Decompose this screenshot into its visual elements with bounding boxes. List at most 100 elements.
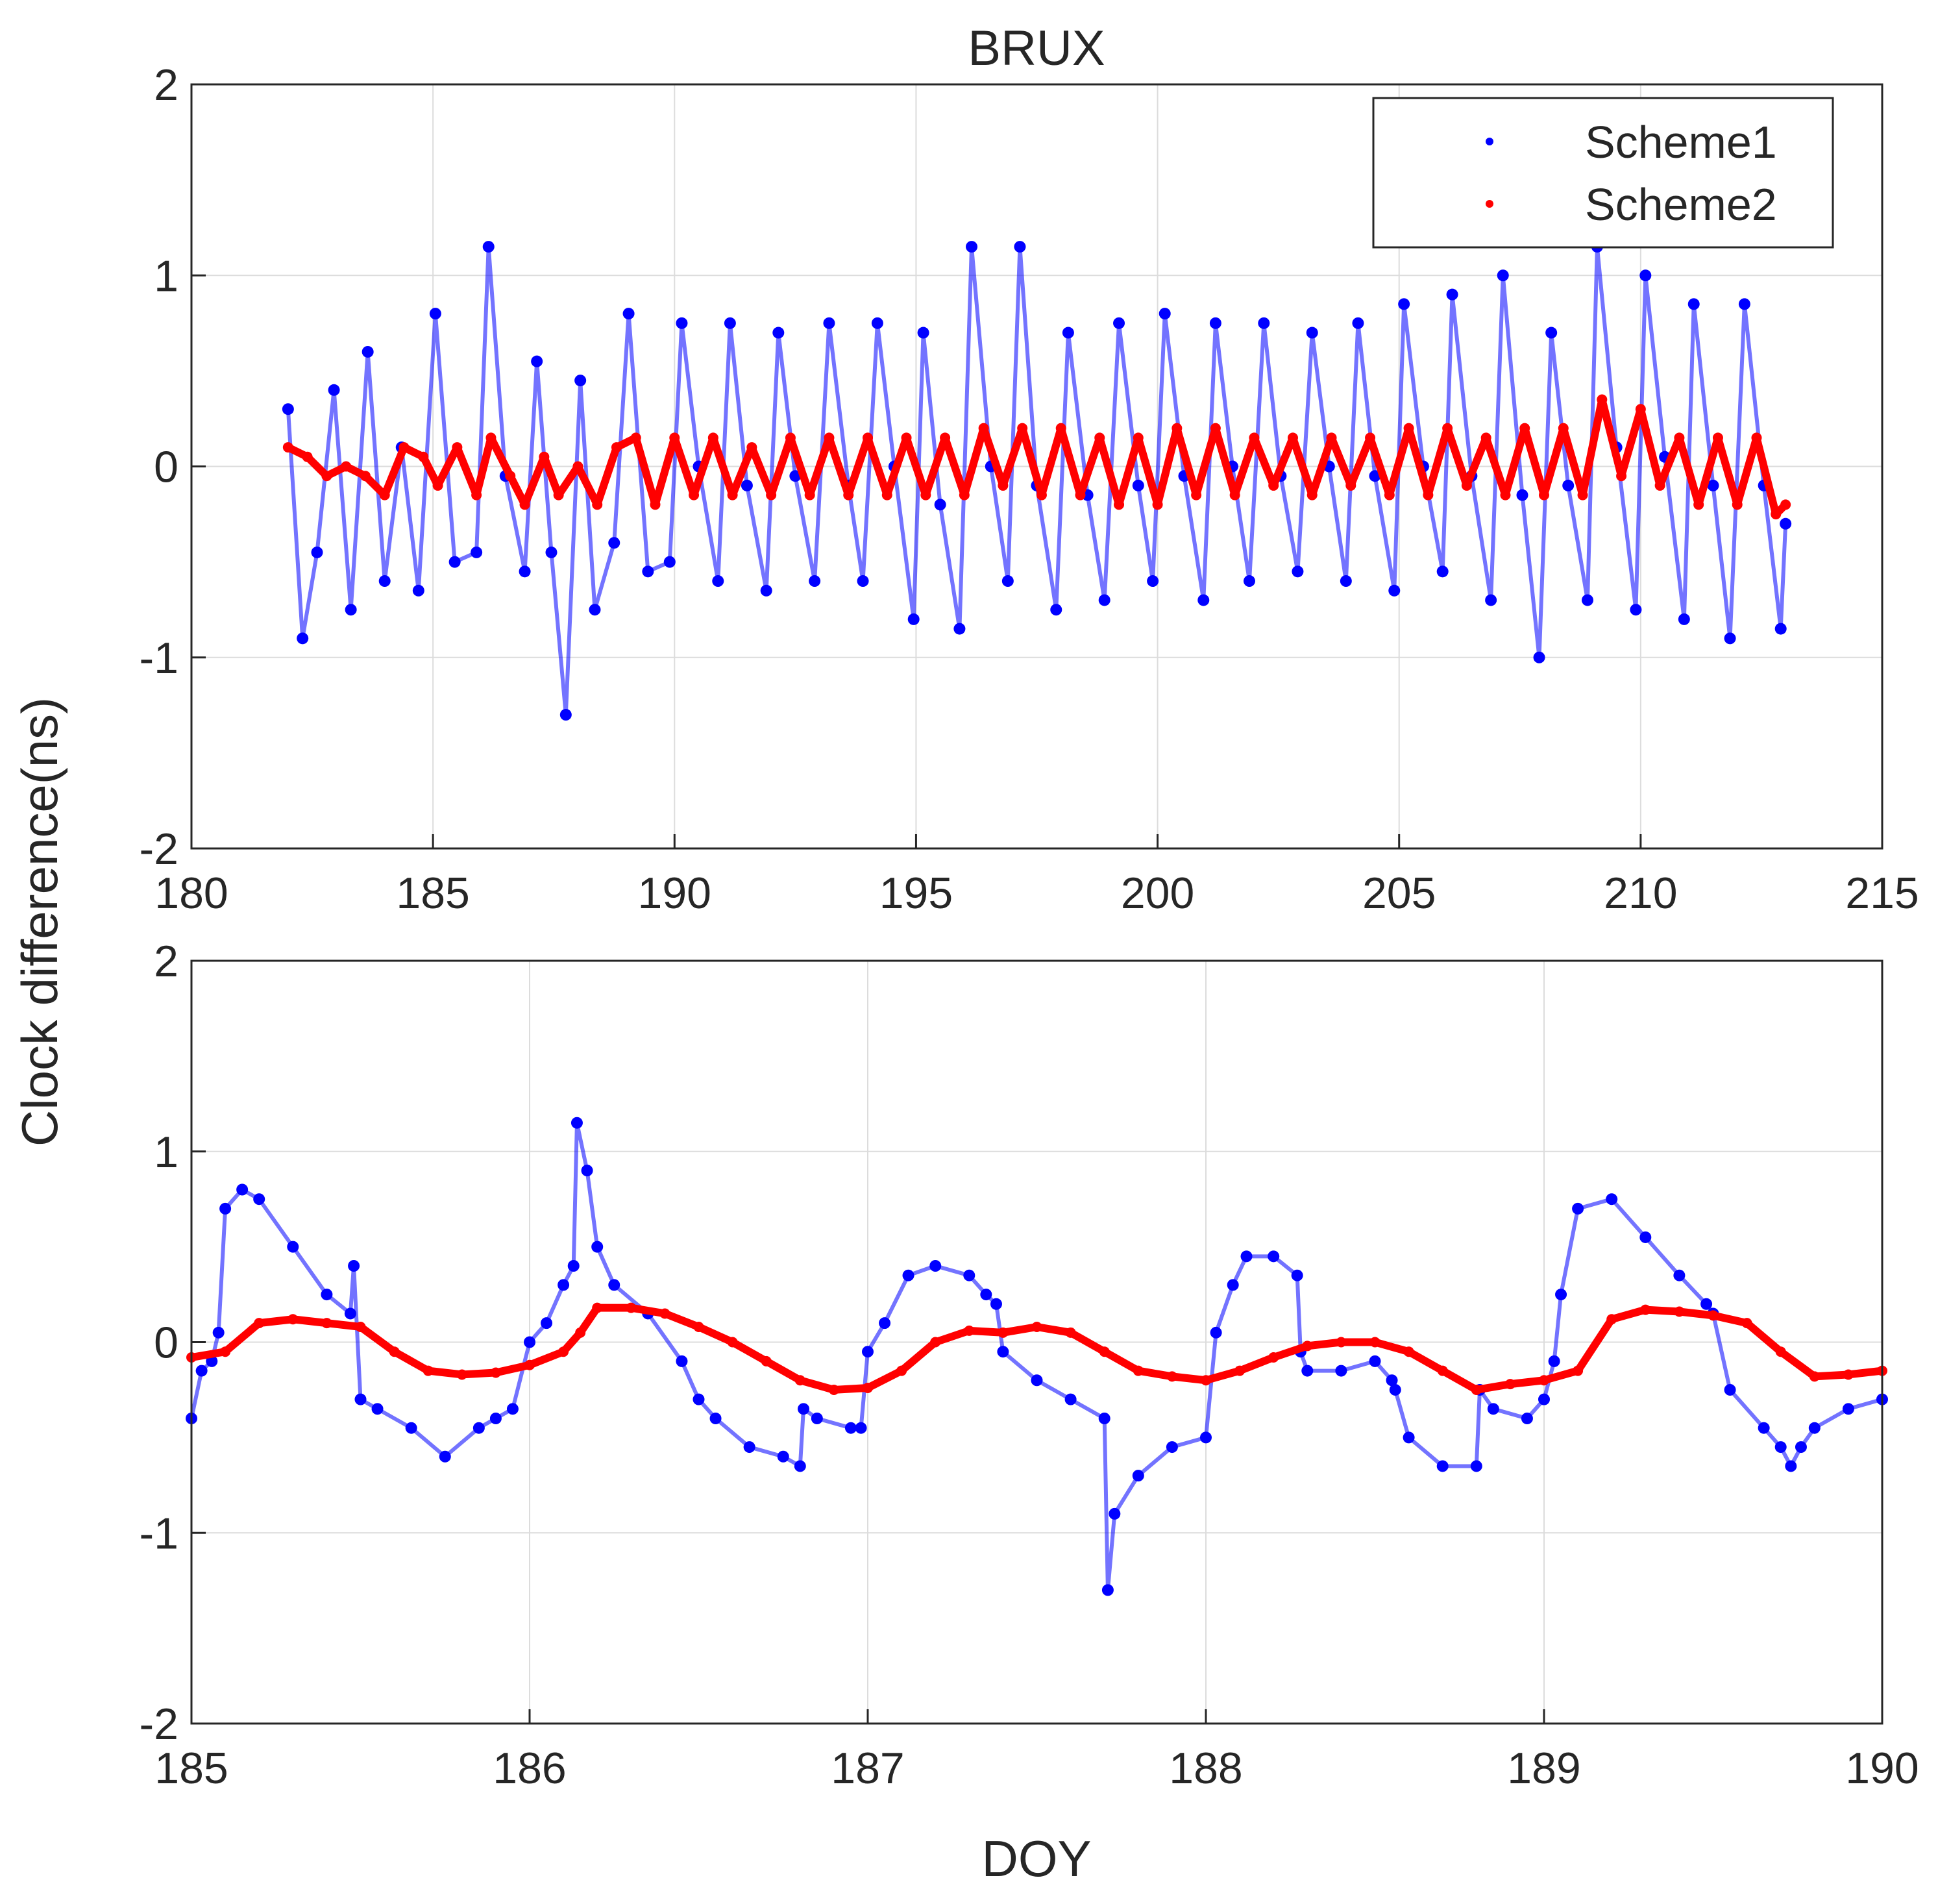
top-point-scheme1 (953, 623, 966, 635)
bottom-point-scheme2 (1606, 1314, 1617, 1325)
bottom-point-scheme1 (1064, 1393, 1077, 1405)
bottom-point-scheme1 (1210, 1326, 1222, 1339)
top-point-scheme2 (998, 480, 1009, 491)
top-point-scheme2 (1306, 489, 1318, 501)
top-point-scheme1 (378, 575, 391, 587)
top-point-scheme1 (1001, 575, 1014, 587)
top-point-scheme1 (482, 241, 495, 253)
bottom-point-scheme1 (879, 1317, 891, 1329)
top-series-line-scheme2 (284, 395, 1790, 519)
bottom-point-scheme2 (1775, 1346, 1786, 1357)
top-point-scheme2 (1558, 423, 1569, 434)
top-point-scheme2 (1384, 489, 1395, 501)
bottom-series-scheme1 (186, 1117, 1888, 1596)
bottom-ytick-label: 0 (154, 1318, 178, 1368)
bottom-point-scheme2 (930, 1337, 941, 1348)
bottom-point-scheme2 (490, 1367, 501, 1378)
top-point-scheme1 (917, 327, 929, 339)
bottom-point-scheme1 (777, 1450, 789, 1463)
bottom-point-scheme1 (541, 1317, 553, 1329)
bottom-point-scheme1 (1098, 1413, 1110, 1424)
top-point-scheme1 (608, 537, 620, 549)
top-ytick-label: -1 (140, 634, 178, 683)
top-point-scheme1 (1398, 298, 1410, 310)
bottom-point-scheme2 (1268, 1352, 1279, 1363)
top-point-scheme2 (1780, 499, 1791, 510)
top-point-scheme2 (707, 432, 718, 443)
top-point-scheme2 (1268, 480, 1279, 491)
top-xtick-label: 205 (1362, 869, 1436, 918)
top-point-scheme1 (1243, 575, 1255, 587)
top-point-scheme1 (1050, 604, 1062, 616)
top-series-scheme2 (282, 394, 1791, 520)
bottom-point-scheme1 (1639, 1231, 1652, 1243)
top-point-scheme1 (1113, 317, 1125, 329)
top-point-scheme1 (1132, 479, 1144, 491)
top-point-scheme2 (471, 489, 482, 501)
top-point-scheme1 (574, 375, 587, 387)
bottom-point-scheme2 (1336, 1337, 1347, 1348)
top-point-scheme2 (1133, 432, 1144, 443)
bottom-point-scheme1 (1673, 1269, 1686, 1281)
top-point-scheme1 (1639, 269, 1652, 282)
top-point-scheme2 (1461, 480, 1472, 491)
bottom-point-scheme1 (1369, 1355, 1381, 1367)
bottom-point-scheme2 (321, 1318, 332, 1329)
bottom-point-scheme1 (1795, 1441, 1807, 1453)
bottom-point-scheme2 (355, 1322, 366, 1332)
bottom-point-scheme1 (794, 1460, 806, 1472)
bottom-point-scheme2 (1133, 1365, 1144, 1376)
bottom-point-scheme1 (1758, 1422, 1770, 1434)
top-point-scheme1 (1436, 565, 1449, 578)
top-point-scheme1 (966, 241, 978, 253)
top-point-scheme1 (871, 317, 883, 329)
top-point-scheme1 (1545, 327, 1558, 339)
top-point-scheme1 (1352, 317, 1364, 329)
top-point-scheme1 (1516, 489, 1528, 501)
top-xtick-label: 210 (1604, 869, 1677, 918)
bottom-point-scheme2 (1166, 1371, 1177, 1382)
bottom-point-scheme2 (659, 1308, 670, 1319)
bottom-point-scheme2 (254, 1318, 265, 1329)
bottom-point-scheme2 (575, 1327, 586, 1338)
top-point-scheme1 (282, 403, 294, 415)
top-point-scheme1 (772, 327, 785, 339)
top-point-scheme2 (553, 489, 564, 501)
bottom-point-scheme1 (253, 1193, 265, 1205)
top-point-scheme2 (572, 461, 583, 472)
bottom-point-scheme1 (1166, 1441, 1178, 1453)
top-point-scheme2 (650, 499, 661, 510)
bottom-point-scheme1 (811, 1413, 823, 1424)
bottom-point-scheme2 (1640, 1304, 1651, 1315)
top-point-scheme1 (1209, 317, 1221, 329)
bottom-point-scheme2 (1234, 1365, 1245, 1376)
top-point-scheme2 (452, 442, 463, 453)
bottom-point-scheme2 (727, 1337, 738, 1348)
top-point-scheme1 (1306, 327, 1318, 339)
top-point-scheme1 (622, 308, 635, 320)
top-point-scheme1 (362, 345, 374, 358)
top-point-scheme1 (1147, 575, 1159, 587)
top-ytick-label: 1 (154, 251, 178, 301)
top-point-scheme2 (1055, 423, 1066, 434)
top-point-scheme1 (1340, 575, 1352, 587)
top-point-scheme2 (1171, 423, 1183, 434)
top-point-scheme1 (1687, 298, 1700, 310)
top-series (282, 241, 1792, 721)
top-point-scheme2 (1114, 499, 1125, 510)
top-point-scheme1 (1014, 241, 1026, 253)
bottom-xtick-label: 185 (154, 1744, 228, 1793)
top-point-scheme2 (630, 432, 641, 443)
top-point-scheme1 (1581, 594, 1593, 606)
top-xtick-label: 180 (154, 869, 228, 918)
bottom-point-scheme1 (1389, 1383, 1401, 1396)
top-point-scheme2 (1577, 489, 1588, 501)
top-point-scheme1 (934, 499, 946, 511)
top-point-scheme1 (345, 604, 357, 616)
bottom-point-scheme1 (693, 1393, 705, 1405)
bottom-point-scheme1 (1436, 1460, 1449, 1472)
top-xtick-label: 215 (1845, 869, 1919, 918)
bottom-xtick-label: 188 (1169, 1744, 1242, 1793)
top-point-scheme2 (901, 432, 912, 443)
top-point-scheme2 (863, 432, 873, 443)
